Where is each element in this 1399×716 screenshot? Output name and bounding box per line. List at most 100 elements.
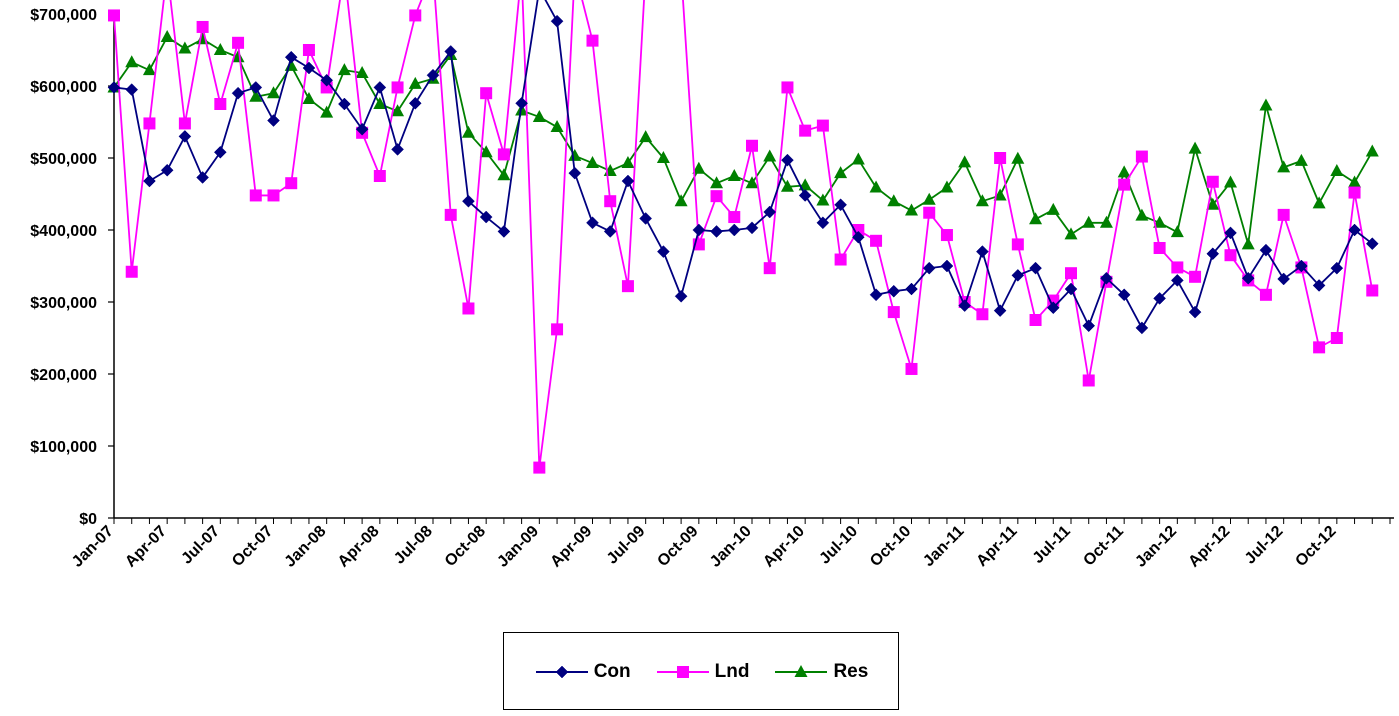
data-point bbox=[780, 179, 794, 192]
data-point bbox=[160, 163, 174, 177]
data-point bbox=[1313, 341, 1326, 354]
data-point bbox=[568, 148, 582, 161]
data-point bbox=[1118, 178, 1131, 191]
data-point bbox=[214, 98, 227, 110]
data-point bbox=[905, 282, 918, 296]
data-point bbox=[1365, 144, 1379, 157]
data-point bbox=[586, 216, 599, 230]
x-tick-label: Jul-10 bbox=[816, 523, 861, 568]
data-point bbox=[869, 288, 883, 302]
data-point bbox=[656, 151, 670, 163]
data-point bbox=[550, 120, 564, 133]
data-point bbox=[834, 166, 848, 179]
data-point bbox=[1188, 141, 1202, 154]
data-point bbox=[923, 206, 936, 219]
data-point bbox=[497, 168, 511, 181]
y-axis-tick-labels: $0 $100,000 $200,000 $300,000 $400,000 $500,0… bbox=[30, 7, 97, 528]
data-point bbox=[763, 149, 777, 162]
data-point bbox=[391, 104, 405, 117]
series-line bbox=[113, 0, 1373, 329]
data-point bbox=[532, 109, 546, 122]
data-point bbox=[763, 205, 777, 219]
data-point bbox=[887, 284, 901, 298]
x-tick-label: Apr-10 bbox=[760, 523, 808, 571]
data-point bbox=[1135, 150, 1148, 163]
data-point bbox=[1330, 163, 1344, 176]
data-point bbox=[284, 50, 298, 64]
data-point bbox=[479, 210, 493, 224]
data-point bbox=[125, 265, 138, 278]
legend-swatch-marker bbox=[794, 665, 808, 677]
x-tick-label: Oct-10 bbox=[867, 523, 914, 570]
y-tick-label: $600,000 bbox=[30, 79, 97, 96]
data-point bbox=[710, 225, 723, 238]
x-tick-label: Jul-12 bbox=[1242, 523, 1287, 568]
y-tick-label: $300,000 bbox=[30, 295, 97, 312]
data-point bbox=[798, 178, 812, 191]
data-point bbox=[940, 180, 954, 193]
legend-entry-res: Res bbox=[773, 661, 868, 683]
data-point bbox=[551, 323, 564, 336]
data-point bbox=[1188, 305, 1202, 319]
data-point bbox=[497, 225, 511, 238]
data-point bbox=[1046, 301, 1060, 315]
data-point bbox=[267, 114, 280, 127]
data-point bbox=[213, 43, 227, 55]
data-point bbox=[710, 190, 723, 203]
data-point bbox=[710, 176, 724, 189]
data-point bbox=[781, 81, 794, 94]
data-point bbox=[1011, 151, 1025, 164]
data-point bbox=[1065, 267, 1077, 280]
data-point bbox=[851, 230, 865, 244]
data-point bbox=[408, 96, 422, 110]
data-point bbox=[851, 152, 865, 165]
data-point bbox=[799, 124, 812, 137]
axes bbox=[108, 13, 1394, 524]
x-tick-label: Apr-09 bbox=[547, 523, 595, 571]
series-layer bbox=[107, 0, 1379, 474]
data-point bbox=[993, 304, 1007, 317]
data-point bbox=[1259, 98, 1273, 111]
data-point bbox=[409, 9, 422, 22]
data-point bbox=[1241, 271, 1255, 285]
data-point bbox=[994, 152, 1007, 164]
data-point bbox=[143, 174, 156, 188]
data-point bbox=[391, 143, 404, 156]
data-point bbox=[727, 223, 741, 237]
legend-entry-lnd: Lnd bbox=[655, 661, 749, 683]
data-point bbox=[1011, 269, 1025, 282]
data-point bbox=[1064, 282, 1078, 296]
data-point bbox=[940, 229, 953, 242]
data-point bbox=[249, 189, 262, 202]
y-tick-label: $200,000 bbox=[30, 367, 97, 384]
data-point bbox=[1206, 197, 1220, 210]
data-point bbox=[373, 97, 387, 109]
data-point bbox=[621, 280, 634, 293]
data-point bbox=[1366, 284, 1379, 297]
x-tick-label: Oct-09 bbox=[654, 523, 701, 570]
data-point bbox=[674, 289, 688, 303]
x-tick-label: Apr-07 bbox=[122, 523, 170, 571]
data-point bbox=[143, 117, 156, 130]
data-point bbox=[178, 41, 192, 54]
data-point bbox=[480, 87, 493, 100]
data-point bbox=[993, 188, 1007, 201]
data-point bbox=[391, 81, 404, 94]
legend-label: Con bbox=[593, 661, 631, 682]
data-point bbox=[568, 166, 582, 180]
legend-swatch-marker bbox=[676, 666, 689, 678]
data-point bbox=[267, 189, 280, 202]
data-point bbox=[763, 262, 776, 275]
x-tick-label: Jul-09 bbox=[604, 523, 649, 568]
data-point bbox=[1117, 288, 1131, 302]
data-point bbox=[125, 83, 139, 96]
data-point bbox=[1277, 160, 1291, 173]
x-tick-label: Oct-12 bbox=[1292, 523, 1339, 570]
data-point bbox=[355, 66, 369, 79]
data-point bbox=[834, 198, 847, 212]
data-point bbox=[1082, 215, 1096, 228]
x-tick-label: Apr-08 bbox=[335, 523, 383, 571]
data-point bbox=[249, 89, 263, 102]
data-point bbox=[1277, 272, 1291, 286]
data-point bbox=[1224, 249, 1237, 262]
